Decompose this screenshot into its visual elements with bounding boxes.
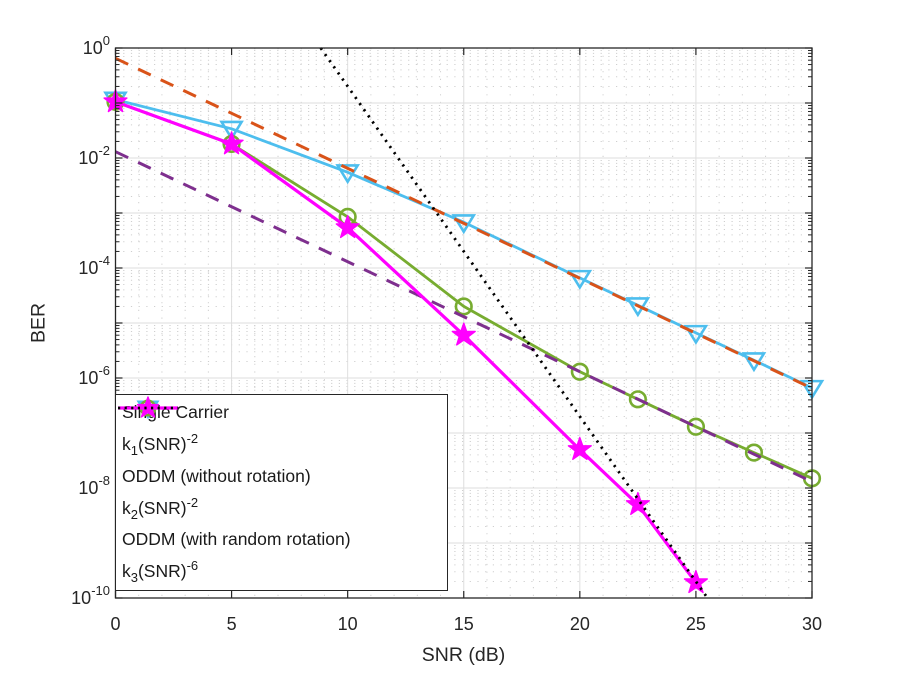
series-3 — [114, 150, 813, 484]
circle-marker — [628, 390, 647, 409]
y-tick-label: 10-4 — [78, 253, 110, 278]
legend-sample — [118, 396, 178, 418]
legend-label: k3(SNR)-6 — [122, 558, 199, 586]
legend-item-3: k2(SNR)-2 — [116, 406, 447, 522]
star-marker — [625, 491, 650, 515]
circle-marker — [454, 297, 473, 316]
triangle-down-marker — [567, 269, 593, 290]
x-tick-label: 10 — [338, 614, 358, 634]
legend-label: ODDM (without rotation) — [122, 465, 311, 486]
x-tick-label: 0 — [110, 614, 120, 634]
star-marker — [219, 131, 244, 155]
triangle-down-marker — [683, 324, 709, 345]
star-marker — [136, 396, 160, 418]
x-tick-label: 30 — [802, 614, 822, 634]
y-axis-label: BER — [27, 302, 50, 344]
legend-item-2: ODDM (without rotation) — [116, 399, 447, 486]
circle-marker — [744, 443, 764, 462]
star-marker — [451, 322, 476, 346]
y-tick-label: 100 — [83, 33, 110, 58]
tick-labels: 0 5 10 15 20 25 30 100 10-2 10-4 10-6 10-8 10-10 — [71, 33, 822, 634]
series-line — [114, 150, 813, 484]
star-marker — [567, 436, 592, 460]
circle-marker — [686, 417, 706, 436]
triangle-down-marker — [451, 214, 477, 235]
y-tick-label: 10-8 — [78, 473, 110, 498]
legend-item-4: ODDM (with random rotation) — [116, 396, 447, 550]
series-line — [114, 56, 813, 390]
axes — [114, 47, 813, 599]
series-1 — [114, 56, 813, 390]
x-tick-label: 5 — [227, 614, 237, 634]
legend-label: k1(SNR)-2 — [122, 430, 199, 458]
star-marker — [335, 215, 360, 239]
legend-item-1: k1(SNR)-2 — [116, 406, 447, 458]
x-tick-label: 25 — [686, 614, 706, 634]
y-tick-label: 10-6 — [78, 363, 110, 388]
series-group — [103, 47, 825, 599]
star-marker — [683, 570, 708, 594]
y-tick-label: 10-10 — [71, 583, 110, 608]
legend-sample — [118, 406, 178, 410]
y-tick-label: 10-2 — [78, 143, 110, 168]
legend-item-5: k3(SNR)-6 — [116, 406, 447, 586]
legend-box: Single Carrier k1(SNR)-2 ODDM (without rot… — [115, 394, 448, 591]
triangle-down-marker — [219, 120, 244, 141]
x-tick-label: 15 — [454, 614, 474, 634]
triangle-down-marker — [335, 164, 360, 185]
legend-label: ODDM (with random rotation) — [122, 529, 351, 550]
x-axis-label: SNR (dB) — [421, 644, 506, 666]
legend-label: k2(SNR)-2 — [122, 494, 199, 522]
x-tick-label: 20 — [570, 614, 590, 634]
circle-marker — [570, 362, 589, 381]
